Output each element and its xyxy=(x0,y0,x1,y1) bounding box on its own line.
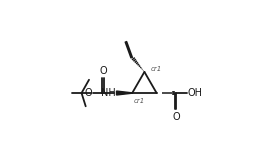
Text: O: O xyxy=(99,66,107,76)
Text: cr1: cr1 xyxy=(134,98,145,104)
Text: cr1: cr1 xyxy=(151,66,162,72)
Text: NH: NH xyxy=(101,88,116,98)
Polygon shape xyxy=(116,91,132,95)
Text: O: O xyxy=(173,112,180,122)
Text: O: O xyxy=(84,88,92,98)
Text: OH: OH xyxy=(188,88,203,98)
